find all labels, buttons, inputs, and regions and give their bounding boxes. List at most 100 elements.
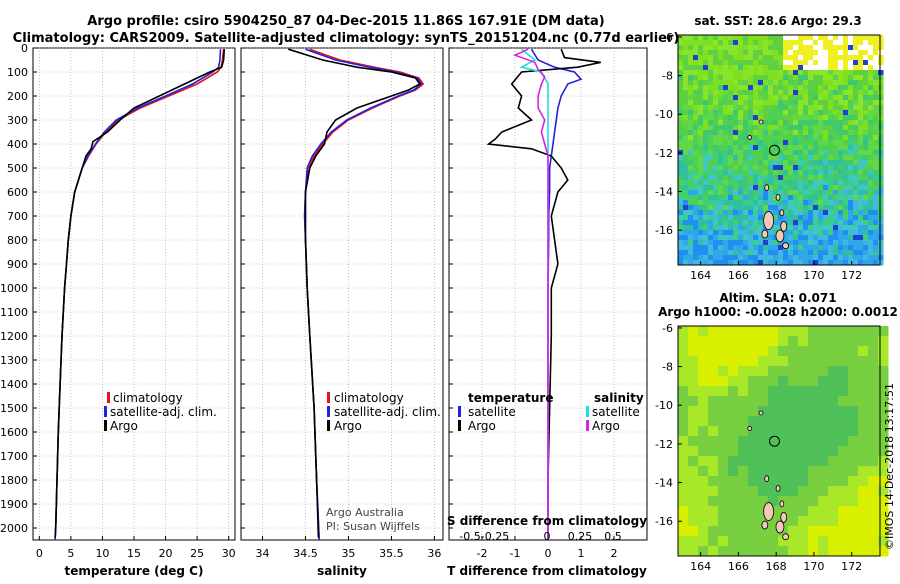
map-cell bbox=[733, 145, 739, 151]
map-cell bbox=[728, 85, 734, 91]
map-cell bbox=[743, 185, 749, 191]
map-cell bbox=[858, 105, 864, 111]
map-cell bbox=[823, 210, 829, 216]
map-cell bbox=[768, 165, 774, 171]
map-cell bbox=[828, 326, 839, 337]
map-cell bbox=[718, 200, 724, 206]
map-cell bbox=[758, 215, 764, 221]
map-cell bbox=[778, 175, 784, 181]
map-cell bbox=[748, 170, 754, 176]
map-cell bbox=[863, 245, 869, 251]
map-cell bbox=[728, 466, 739, 477]
map-cell bbox=[688, 406, 699, 417]
map-cell bbox=[823, 165, 829, 171]
map-cell bbox=[848, 160, 854, 166]
map-cell bbox=[738, 95, 744, 101]
map-cell bbox=[798, 150, 804, 156]
map-cell bbox=[843, 85, 849, 91]
map-cell bbox=[783, 185, 789, 191]
map-cell bbox=[703, 205, 709, 211]
map-cell bbox=[723, 240, 729, 246]
map-cell bbox=[713, 180, 719, 186]
map-cell bbox=[848, 195, 854, 201]
map-cell bbox=[733, 85, 739, 91]
map-cell bbox=[833, 205, 839, 211]
series-line-salinity-argo bbox=[512, 48, 549, 540]
map-cell bbox=[758, 255, 764, 261]
map-cell bbox=[728, 476, 739, 487]
map-cell bbox=[743, 120, 749, 126]
map-cell bbox=[788, 90, 794, 96]
map-cell bbox=[813, 260, 819, 266]
map-cell bbox=[728, 376, 739, 387]
map-cell bbox=[843, 135, 849, 141]
map-y-tick-label: -6 bbox=[662, 322, 673, 335]
map-cell bbox=[833, 250, 839, 256]
map-cell bbox=[703, 125, 709, 131]
map-cell bbox=[808, 150, 814, 156]
map-cell bbox=[803, 195, 809, 201]
map-cell bbox=[763, 240, 769, 246]
map-cell bbox=[698, 145, 704, 151]
map-cell bbox=[748, 130, 754, 136]
map-cell bbox=[808, 250, 814, 256]
map-cell bbox=[703, 150, 709, 156]
map-cell bbox=[838, 230, 844, 236]
map-cell bbox=[838, 150, 844, 156]
map-cell bbox=[868, 245, 874, 251]
map-cell bbox=[758, 526, 769, 537]
map-cell bbox=[768, 40, 774, 46]
map-cell bbox=[873, 200, 879, 206]
map-cell bbox=[733, 135, 739, 141]
map-cell bbox=[783, 125, 789, 131]
map-cell bbox=[758, 155, 764, 161]
map-cell bbox=[748, 175, 754, 181]
map-cell bbox=[693, 60, 699, 66]
map-cell bbox=[808, 466, 819, 477]
map-cell bbox=[738, 336, 749, 347]
map-cell bbox=[858, 115, 864, 121]
map-cell bbox=[718, 406, 729, 417]
map-cell bbox=[788, 70, 794, 76]
map-cell bbox=[708, 516, 719, 527]
depth-tick-label: 800 bbox=[7, 234, 28, 247]
map-cell bbox=[818, 486, 829, 497]
map-cell bbox=[698, 190, 704, 196]
map-cell bbox=[778, 115, 784, 121]
map-cell bbox=[823, 100, 829, 106]
map-cell bbox=[728, 150, 734, 156]
map-cell bbox=[868, 456, 879, 467]
map-cell bbox=[848, 476, 859, 487]
map-cell bbox=[763, 55, 769, 61]
map-cell bbox=[718, 386, 729, 397]
map-cell bbox=[768, 326, 779, 337]
map-cell bbox=[773, 200, 779, 206]
map-cell bbox=[873, 120, 879, 126]
map-cell bbox=[753, 70, 759, 76]
map-cell bbox=[723, 90, 729, 96]
map-cell bbox=[818, 210, 824, 216]
map-cell bbox=[863, 130, 869, 136]
map-cell bbox=[833, 185, 839, 191]
map-cell bbox=[818, 446, 829, 457]
map-cell bbox=[728, 526, 739, 537]
map-cell bbox=[723, 170, 729, 176]
map-cell bbox=[783, 215, 789, 221]
map-cell bbox=[678, 160, 684, 166]
map-cell bbox=[788, 200, 794, 206]
map-cell bbox=[878, 506, 889, 517]
map-cell bbox=[863, 100, 869, 106]
map-cell bbox=[688, 526, 699, 537]
map-cell bbox=[778, 446, 789, 457]
map-cell bbox=[678, 456, 689, 467]
map-cell bbox=[843, 115, 849, 121]
map-cell bbox=[768, 436, 779, 447]
map-cell bbox=[718, 326, 729, 337]
map-cell bbox=[688, 356, 699, 367]
map-cell bbox=[758, 115, 764, 121]
map-cell bbox=[843, 200, 849, 206]
map-cell bbox=[863, 75, 869, 81]
temperature-panel: 0 5 10 15 20 25 30 temperature (deg C) climato… bbox=[32, 47, 236, 578]
map-cell bbox=[873, 70, 879, 76]
map-cell bbox=[703, 210, 709, 216]
